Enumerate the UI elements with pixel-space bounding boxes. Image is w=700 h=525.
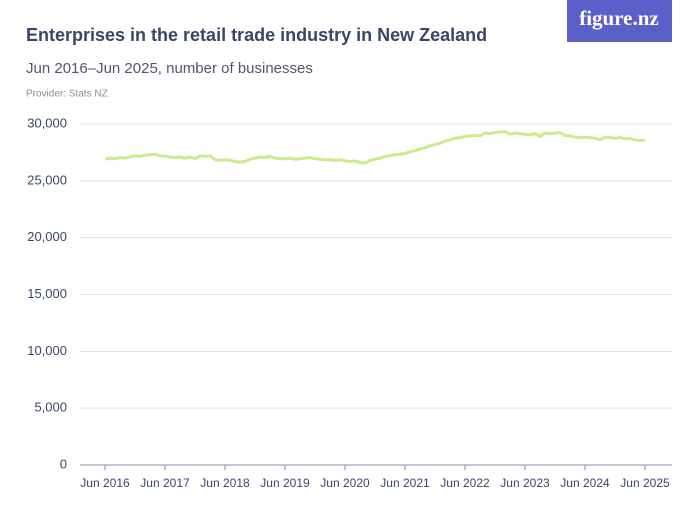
y-tick-label: 30,000 — [27, 115, 67, 130]
x-tick-label: Jun 2016 — [80, 476, 130, 490]
x-tick-label: Jun 2025 — [620, 476, 670, 490]
provider: Provider: Stats NZ — [26, 89, 108, 100]
y-tick-label: 5,000 — [34, 400, 67, 415]
series-line — [104, 129, 646, 165]
x-tick-label: Jun 2017 — [140, 476, 190, 490]
brand: figure.nz — [579, 6, 659, 30]
chart-subtitle: Jun 2016–Jun 2025, number of businesses — [26, 60, 313, 77]
x-tick-label: Jun 2021 — [380, 476, 430, 490]
x-tick-label: Jun 2019 — [260, 476, 310, 490]
x-tick-label: Jun 2018 — [200, 476, 250, 490]
y-tick-label: 0 — [60, 456, 67, 471]
x-tick-label: Jun 2020 — [320, 476, 370, 490]
x-tick-label: Jun 2023 — [500, 476, 550, 490]
brand-box — [567, 0, 672, 42]
y-tick-label: 25,000 — [27, 172, 67, 187]
x-tick-label: Jun 2022 — [440, 476, 490, 490]
y-tick-label: 10,000 — [27, 343, 67, 358]
y-tick-label: 20,000 — [27, 229, 67, 244]
chart-title: Enterprises in the retail trade industry… — [26, 25, 487, 45]
x-tick-label: Jun 2024 — [560, 476, 610, 490]
y-tick-label: 15,000 — [27, 286, 67, 301]
